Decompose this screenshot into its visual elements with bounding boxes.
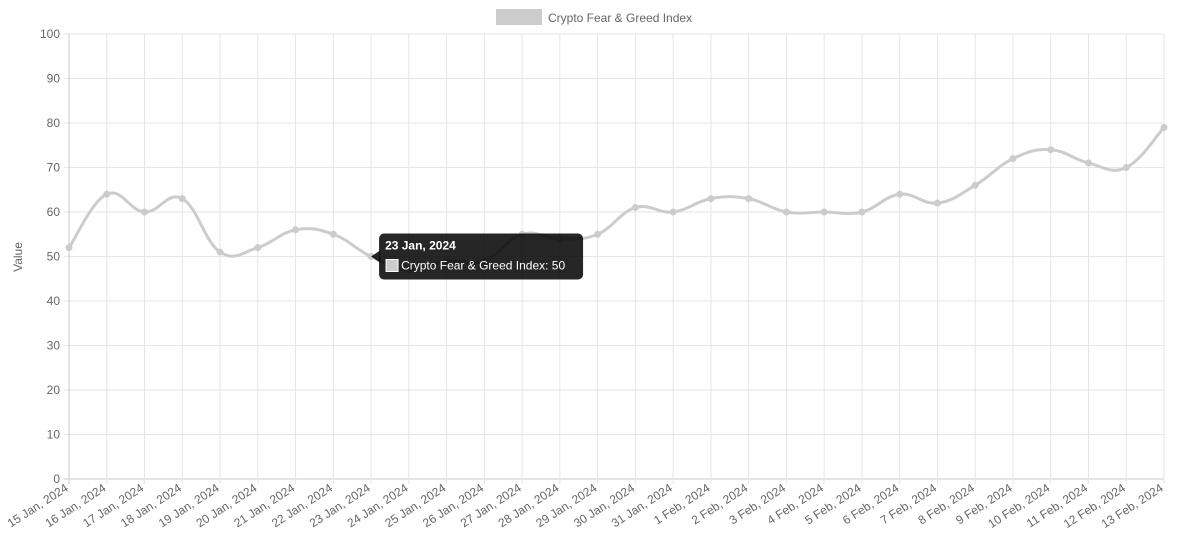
tooltip: 23 Jan, 2024 Crypto Fear & Greed Index: 5… bbox=[371, 234, 583, 280]
data-point[interactable] bbox=[141, 209, 148, 216]
legend[interactable]: Crypto Fear & Greed Index bbox=[496, 9, 692, 25]
data-point[interactable] bbox=[670, 209, 677, 216]
legend-label: Crypto Fear & Greed Index bbox=[548, 11, 692, 25]
data-point[interactable] bbox=[1085, 160, 1092, 167]
data-point[interactable] bbox=[821, 209, 828, 216]
y-tick-label: 100 bbox=[40, 27, 60, 41]
data-point[interactable] bbox=[103, 191, 110, 198]
data-point[interactable] bbox=[179, 195, 186, 202]
series-group bbox=[66, 124, 1168, 273]
y-tick-label: 90 bbox=[47, 72, 61, 86]
y-tick-label: 80 bbox=[47, 116, 61, 130]
tooltip-title: 23 Jan, 2024 bbox=[385, 239, 456, 253]
data-point[interactable] bbox=[1123, 164, 1130, 171]
data-point[interactable] bbox=[66, 244, 73, 251]
y-axis-title: Value bbox=[11, 242, 25, 272]
data-point[interactable] bbox=[1161, 124, 1168, 131]
legend-swatch bbox=[496, 9, 542, 25]
y-tick-label: 40 bbox=[47, 294, 61, 308]
y-tick-label: 70 bbox=[47, 161, 61, 175]
tooltip-body: Crypto Fear & Greed Index: 50 bbox=[401, 259, 565, 273]
y-tick-label: 10 bbox=[47, 428, 61, 442]
data-point[interactable] bbox=[632, 204, 639, 211]
data-point[interactable] bbox=[707, 195, 714, 202]
data-point[interactable] bbox=[783, 209, 790, 216]
data-point[interactable] bbox=[292, 226, 299, 233]
data-point[interactable] bbox=[254, 244, 261, 251]
series-line bbox=[69, 127, 1164, 269]
data-point[interactable] bbox=[1047, 146, 1054, 153]
data-point[interactable] bbox=[896, 191, 903, 198]
grid bbox=[64, 34, 1164, 484]
data-point[interactable] bbox=[330, 231, 337, 238]
data-point[interactable] bbox=[972, 182, 979, 189]
tooltip-swatch bbox=[386, 260, 398, 272]
y-tick-label: 50 bbox=[47, 250, 61, 264]
data-point[interactable] bbox=[1009, 155, 1016, 162]
tooltip-caret bbox=[371, 251, 380, 263]
data-point[interactable] bbox=[594, 231, 601, 238]
data-point[interactable] bbox=[934, 200, 941, 207]
y-tick-label: 20 bbox=[47, 383, 61, 397]
y-tick-label: 60 bbox=[47, 205, 61, 219]
y-tick-label: 30 bbox=[47, 339, 61, 353]
data-point[interactable] bbox=[745, 195, 752, 202]
data-point[interactable] bbox=[858, 209, 865, 216]
data-point[interactable] bbox=[217, 249, 224, 256]
